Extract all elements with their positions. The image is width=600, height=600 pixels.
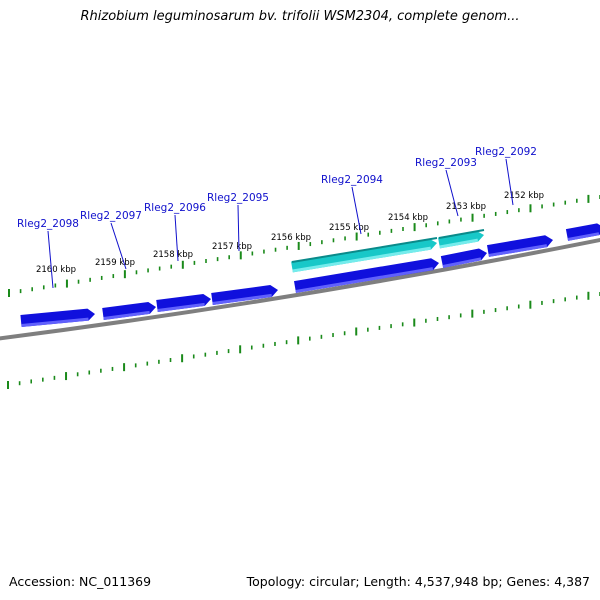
gene-labels: Rleg2_2098Rleg2_2097Rleg2_2096Rleg2_2095… (17, 146, 537, 289)
ruler-label: 2157 kbp (212, 242, 252, 252)
lower-ruler (7, 291, 600, 389)
gene-arrow[interactable] (438, 230, 484, 249)
ruler-labels: 2160 kbp 2159 kbp 2158 kbp 2157 kbp 2156 kbp… (36, 191, 544, 275)
accession-text: Accession: NC_011369 (9, 574, 152, 589)
ruler-label: 2155 kbp (329, 223, 369, 233)
ruler-label: 2159 kbp (95, 258, 135, 268)
ruler-label: 2153 kbp (446, 202, 486, 212)
gene-leader-line (110, 222, 127, 270)
gene-track (20, 223, 600, 327)
gene-arrow[interactable] (565, 223, 600, 241)
ruler-label: 2152 kbp (504, 191, 544, 201)
gene-leader-line (47, 230, 54, 289)
map-title: Rhizobium leguminosarum bv. trifolii WSM… (80, 9, 520, 24)
ruler-label: 2156 kbp (271, 233, 311, 243)
ruler-label: 2160 kbp (36, 265, 76, 275)
gene-arrow[interactable] (291, 238, 437, 273)
gene-leader-line (351, 186, 362, 235)
genome-backbone (0, 237, 600, 341)
gene-arrow[interactable] (102, 301, 156, 320)
gene-leader-line (174, 214, 179, 262)
gene-label[interactable]: Rleg2_2094 (321, 174, 383, 186)
ruler-label: 2158 kbp (153, 250, 193, 260)
gene-leader-line (237, 204, 240, 252)
gene-label[interactable]: Rleg2_2093 (415, 157, 477, 169)
gene-label[interactable]: Rleg2_2092 (475, 146, 537, 158)
gene-arrow[interactable] (440, 248, 487, 268)
gene-arrow[interactable] (486, 235, 553, 257)
gene-arrow[interactable] (294, 258, 439, 293)
gene-label[interactable]: Rleg2_2095 (207, 192, 269, 204)
gene-label[interactable]: Rleg2_2096 (144, 202, 206, 214)
gene-leader-line (445, 169, 459, 217)
gene-leader-line (505, 158, 514, 206)
gene-arrow[interactable] (156, 293, 211, 312)
gene-arrow[interactable] (20, 308, 96, 327)
ruler-label: 2154 kbp (388, 213, 428, 223)
gene-label[interactable]: Rleg2_2098 (17, 218, 79, 230)
upper-ruler (8, 194, 600, 297)
gene-label[interactable]: Rleg2_2097 (80, 210, 142, 222)
genome-summary-text: Topology: circular; Length: 4,537,948 bp… (246, 574, 590, 589)
gene-arrow[interactable] (211, 285, 278, 305)
